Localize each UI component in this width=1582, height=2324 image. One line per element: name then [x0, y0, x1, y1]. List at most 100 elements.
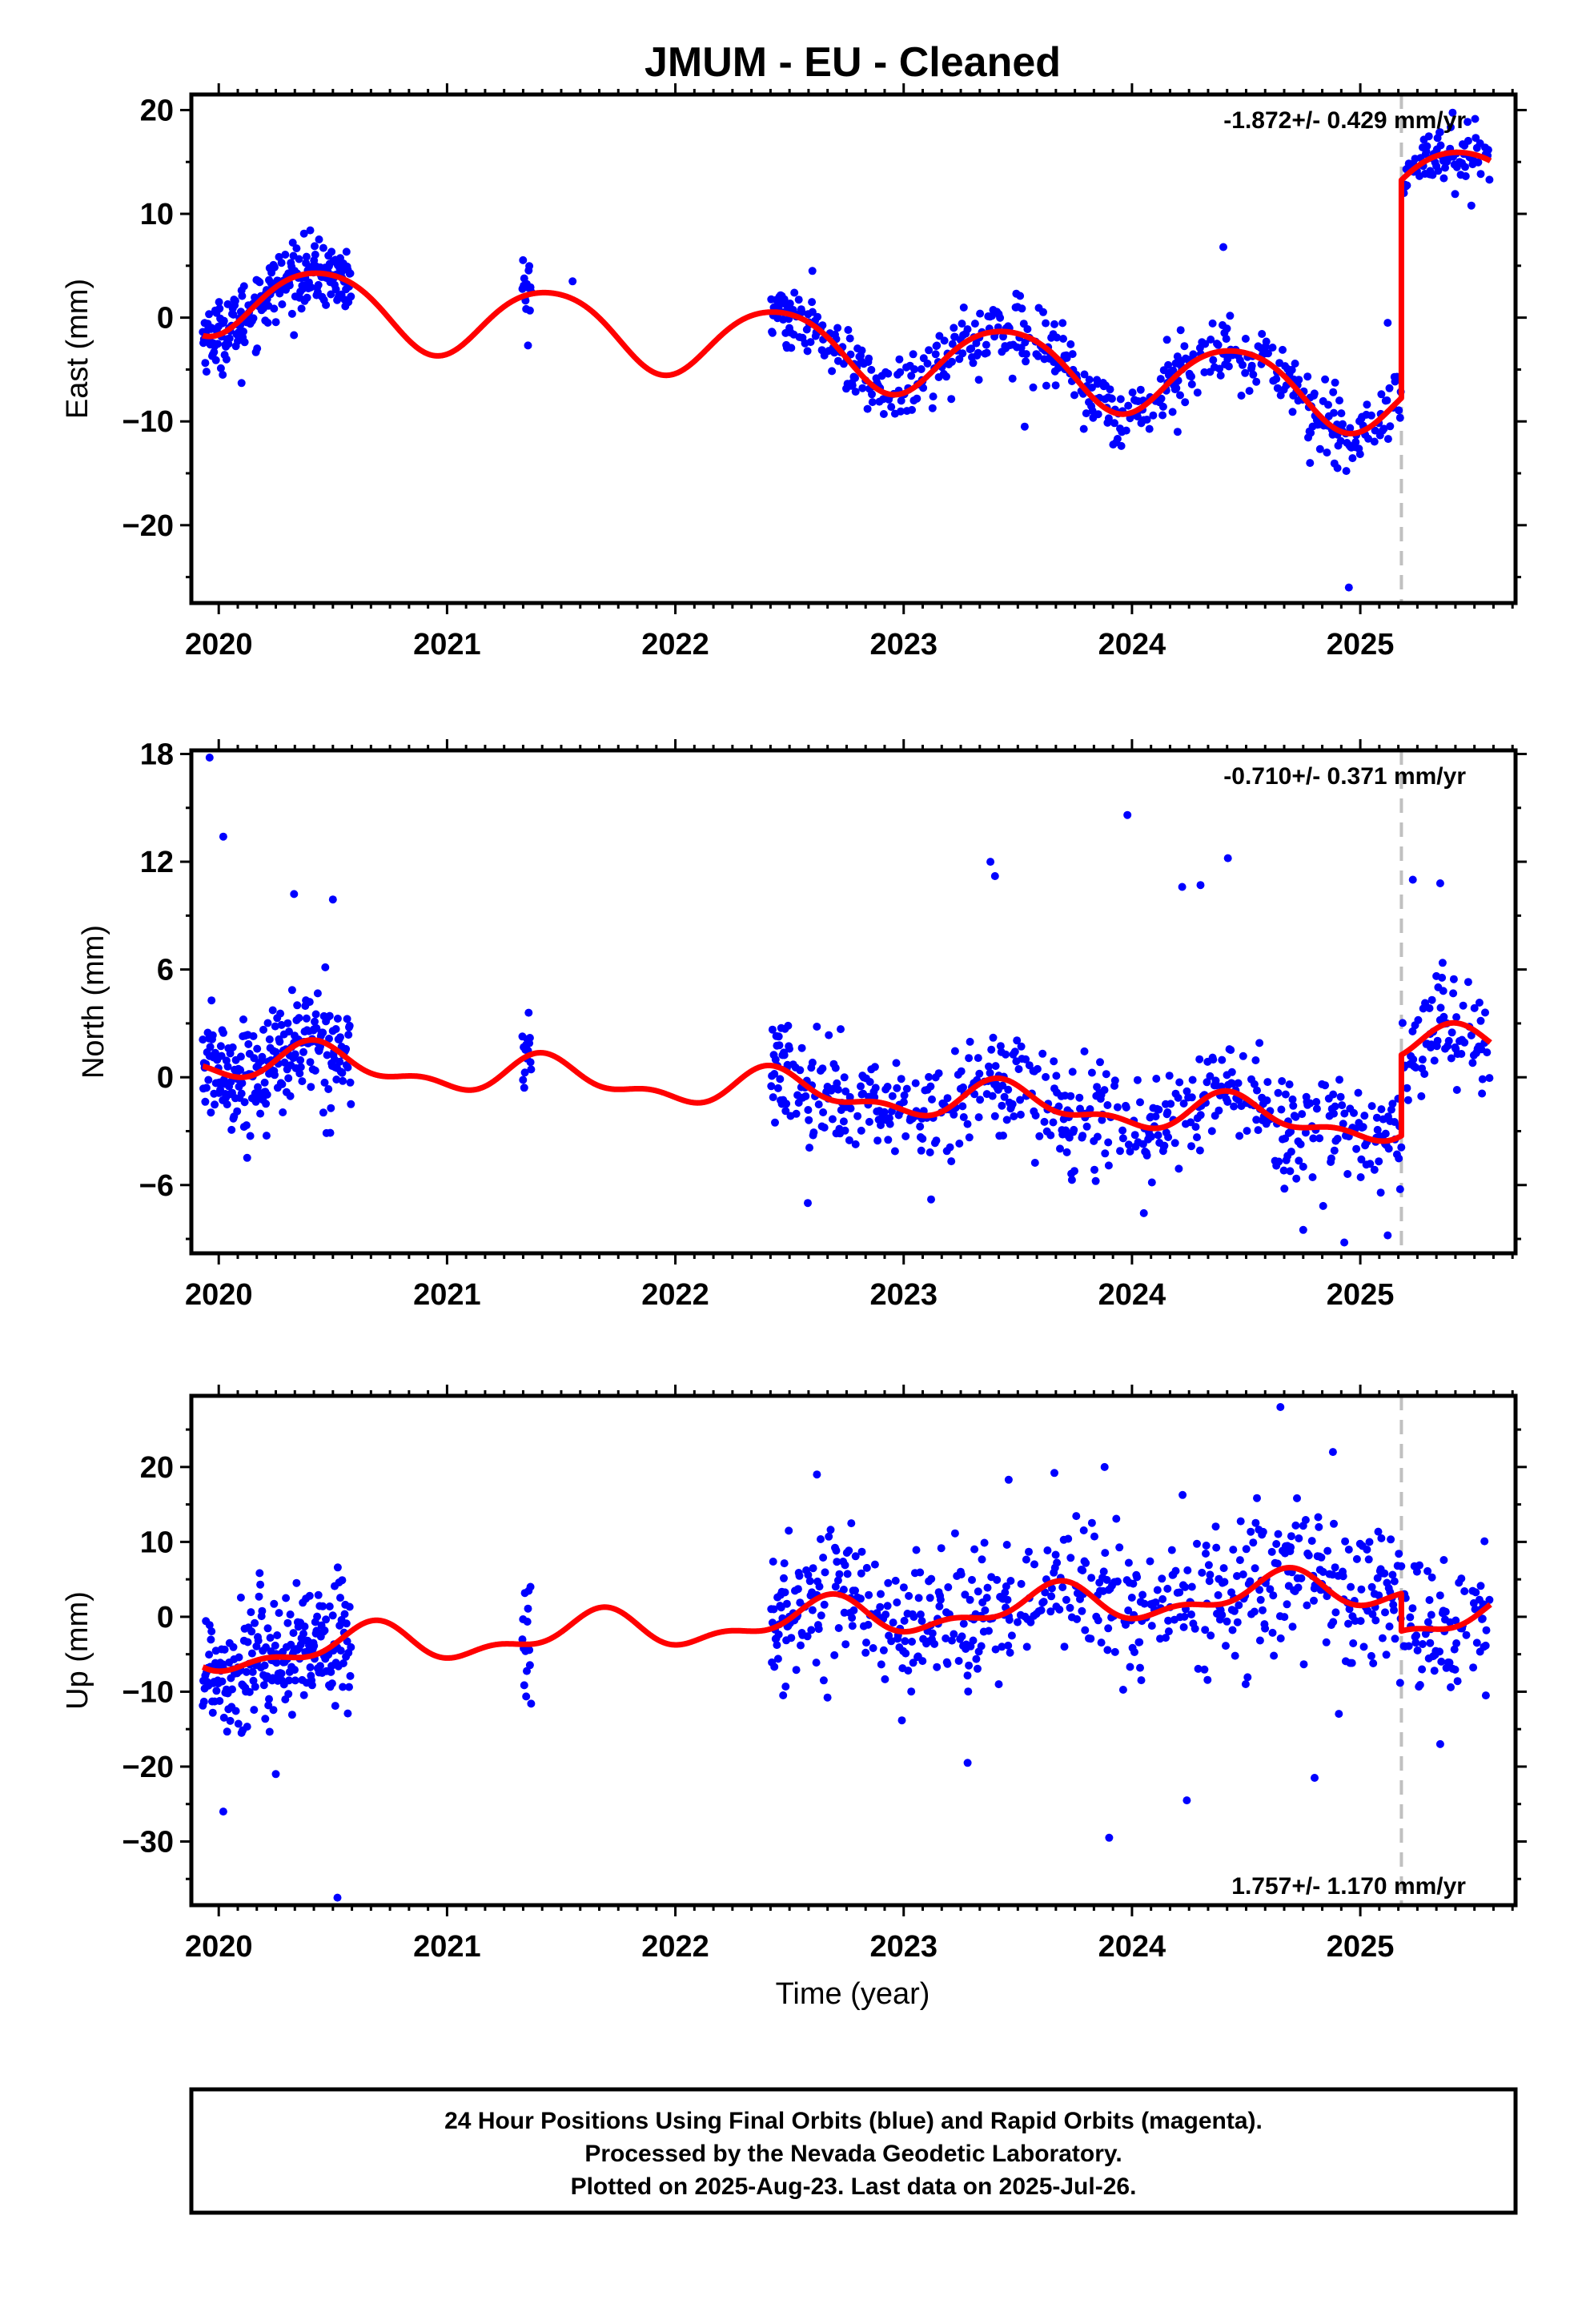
- data-point: [1023, 325, 1032, 333]
- data-point: [339, 1076, 347, 1085]
- data-point: [884, 1578, 893, 1587]
- data-point: [251, 1683, 259, 1691]
- data-point: [1082, 1122, 1091, 1131]
- data-point: [207, 1627, 216, 1636]
- data-point: [787, 1634, 796, 1642]
- data-point: [926, 1148, 934, 1156]
- data-point: [1452, 1013, 1461, 1022]
- data-point: [346, 269, 355, 278]
- data-point: [892, 1059, 901, 1068]
- data-point: [996, 1042, 1005, 1051]
- data-point: [1104, 1138, 1113, 1147]
- data-point: [862, 1638, 870, 1647]
- data-point: [287, 1711, 296, 1719]
- data-point: [1158, 411, 1167, 420]
- data-point: [296, 1063, 305, 1072]
- data-point: [342, 247, 351, 256]
- data-point: [1145, 424, 1154, 433]
- data-point: [1276, 1403, 1285, 1411]
- data-point: [1175, 1588, 1184, 1597]
- data-point: [236, 1593, 245, 1602]
- data-point: [214, 340, 222, 348]
- model-fit-line: [200, 1565, 1493, 1675]
- data-point: [1387, 1535, 1395, 1544]
- observation-points: [199, 108, 1494, 592]
- data-point: [1153, 1586, 1162, 1594]
- data-point: [1175, 1078, 1184, 1087]
- data-point: [333, 1015, 342, 1023]
- data-point: [1308, 1173, 1317, 1181]
- data-point: [219, 316, 228, 325]
- data-point: [295, 255, 303, 263]
- data-point: [901, 1649, 910, 1658]
- x-tick-label: 2021: [413, 1930, 481, 1964]
- data-point: [1447, 1054, 1456, 1063]
- data-point: [863, 404, 872, 413]
- data-point: [1022, 357, 1030, 366]
- data-point: [1408, 875, 1417, 884]
- data-point: [1449, 975, 1458, 983]
- data-point: [229, 1642, 238, 1651]
- data-point: [265, 1035, 274, 1043]
- data-point: [1051, 381, 1060, 390]
- data-point: [982, 340, 990, 349]
- data-point: [857, 1594, 865, 1603]
- data-point: [295, 1069, 304, 1078]
- data-point: [841, 1640, 850, 1649]
- data-point: [1118, 1126, 1127, 1135]
- data-point: [896, 368, 905, 376]
- data-point: [250, 1054, 259, 1063]
- data-point: [1158, 1574, 1166, 1583]
- y-axis-label: North (mm): [77, 925, 110, 1079]
- data-point: [258, 1052, 267, 1061]
- data-point: [1253, 1086, 1261, 1095]
- data-point: [290, 331, 299, 340]
- data-point: [1116, 395, 1125, 404]
- data-point: [311, 251, 319, 259]
- data-point: [914, 1594, 923, 1602]
- data-point: [1303, 372, 1312, 381]
- data-point: [299, 1047, 307, 1056]
- data-point: [1010, 1047, 1019, 1056]
- data-point: [1285, 1080, 1294, 1089]
- data-point: [1003, 1595, 1012, 1604]
- data-point: [1273, 1559, 1282, 1568]
- data-point: [1216, 371, 1225, 380]
- y-tick-label: 0: [157, 1601, 174, 1634]
- data-point: [1162, 1634, 1170, 1642]
- data-point: [851, 374, 859, 382]
- data-point: [1137, 1676, 1146, 1685]
- data-point: [316, 1662, 324, 1671]
- data-point: [288, 239, 297, 247]
- data-point: [1411, 1063, 1420, 1072]
- x-tick-label: 2025: [1327, 1278, 1395, 1312]
- data-point: [1459, 1001, 1468, 1010]
- data-point: [239, 1015, 247, 1023]
- data-point: [895, 355, 904, 364]
- data-point: [201, 359, 210, 368]
- data-point: [1022, 1555, 1030, 1564]
- data-point: [270, 1599, 279, 1608]
- data-point: [1339, 420, 1347, 428]
- data-point: [958, 320, 966, 328]
- data-point: [1430, 1056, 1439, 1065]
- data-point: [1363, 400, 1371, 409]
- data-point: [325, 1011, 334, 1020]
- data-point: [1441, 163, 1449, 172]
- data-point: [525, 1646, 534, 1655]
- data-point: [1370, 1165, 1379, 1174]
- data-point: [263, 1090, 271, 1099]
- data-point: [307, 1681, 316, 1690]
- data-point: [1182, 1087, 1191, 1096]
- data-point: [926, 1594, 934, 1602]
- data-point: [826, 1526, 835, 1534]
- data-point: [310, 1642, 319, 1651]
- data-point: [275, 1609, 283, 1618]
- data-point: [1113, 435, 1122, 443]
- data-point: [959, 1619, 968, 1628]
- data-point: [298, 1077, 307, 1086]
- data-point: [845, 1092, 854, 1101]
- data-point: [1323, 1546, 1332, 1555]
- data-point: [526, 1582, 535, 1591]
- data-point: [975, 1069, 984, 1078]
